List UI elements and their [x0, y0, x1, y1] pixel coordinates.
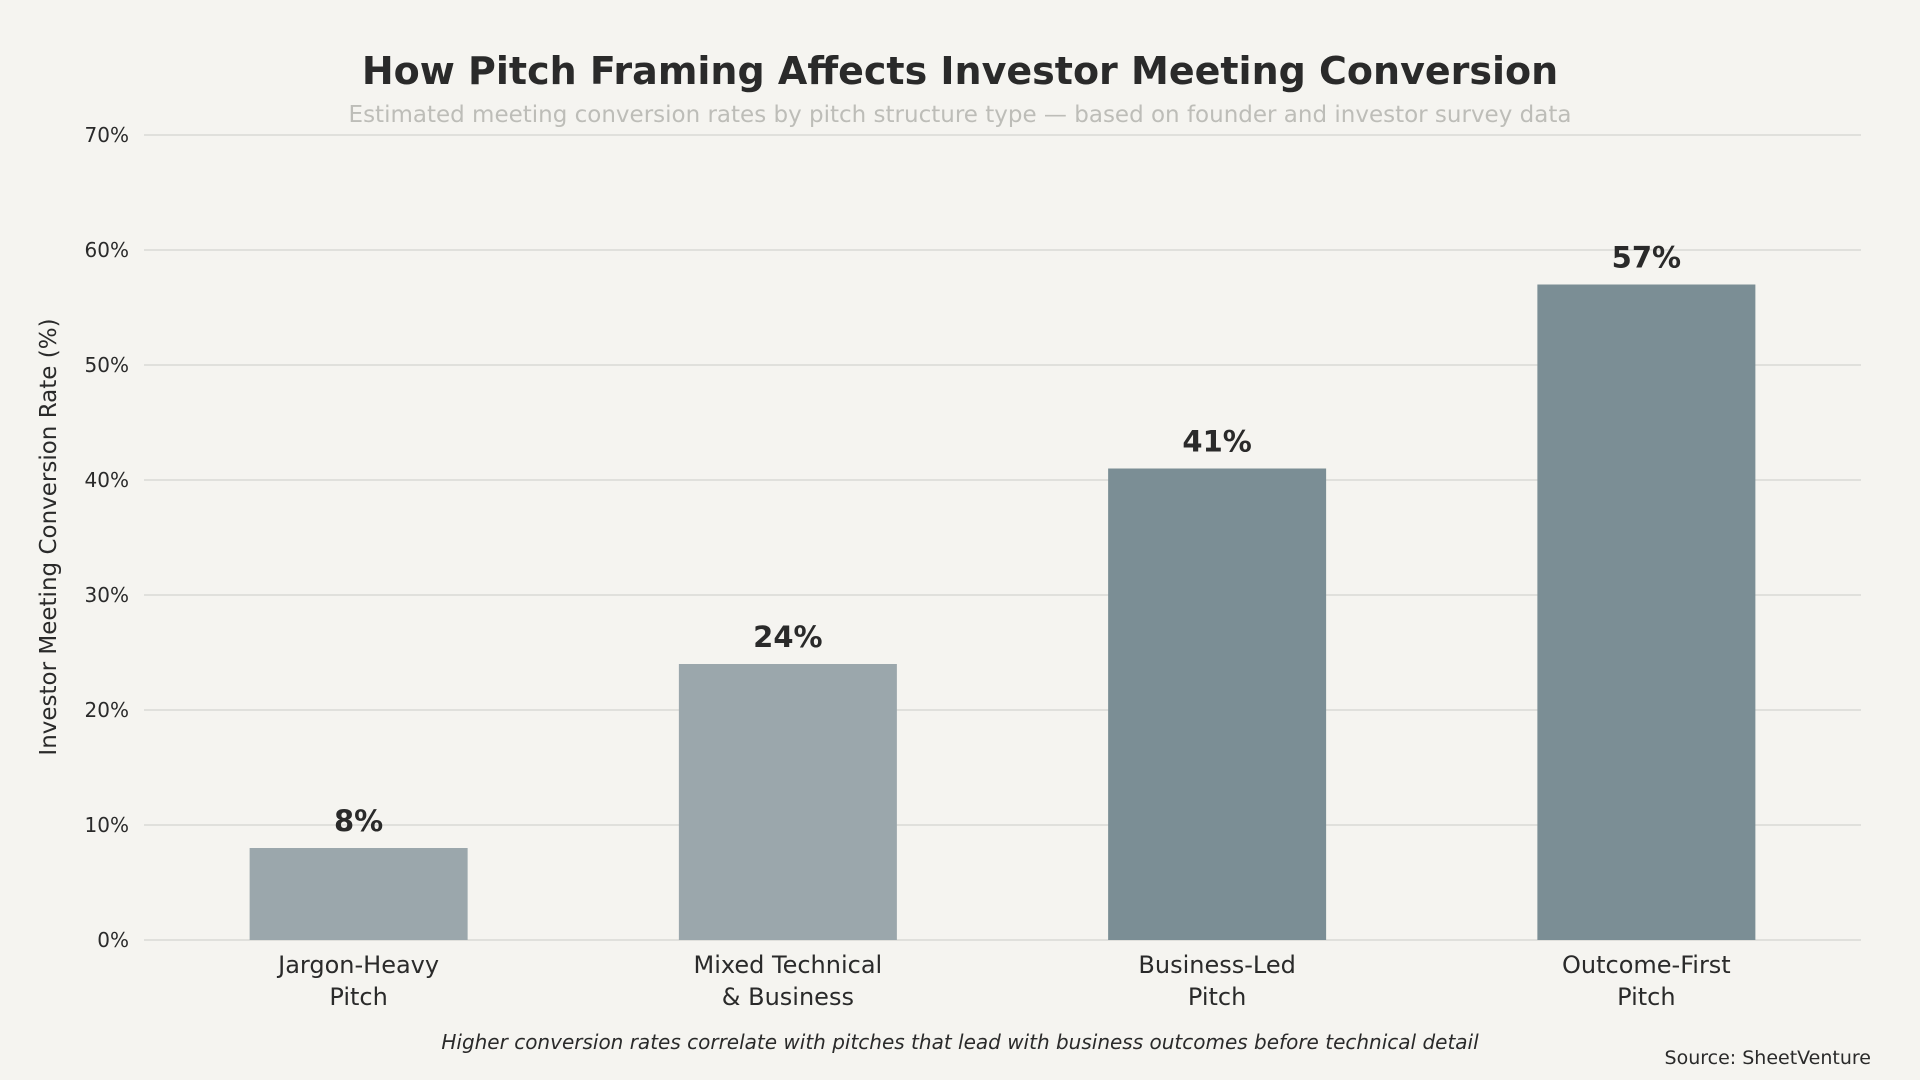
y-tick-label: 60% — [85, 238, 129, 262]
data-label: 8% — [334, 804, 383, 838]
chart-annotation: Higher conversion rates correlate with p… — [441, 1030, 1479, 1054]
y-tick-label: 40% — [85, 468, 129, 492]
y-tick-label: 30% — [85, 583, 129, 607]
data-label: 41% — [1182, 425, 1251, 459]
chart-source: Source: SheetVenture — [1665, 1047, 1871, 1069]
x-tick-label: & Business — [722, 983, 854, 1011]
x-tick-label: Pitch — [1617, 983, 1675, 1011]
y-tick-label: 10% — [85, 813, 129, 837]
x-tick-label: Pitch — [1188, 983, 1246, 1011]
bar — [249, 848, 468, 940]
x-tick-label: Pitch — [329, 983, 387, 1011]
x-tick-label: Outcome-First — [1562, 951, 1731, 979]
y-tick-label: 20% — [85, 698, 129, 722]
y-tick-label: 50% — [85, 353, 129, 377]
data-label: 24% — [753, 620, 822, 654]
y-axis-label: Investor Meeting Conversion Rate (%) — [36, 318, 62, 755]
bar — [678, 664, 897, 940]
bar — [1108, 468, 1327, 940]
chart-title: How Pitch Framing Affects Investor Meeti… — [362, 49, 1558, 93]
chart-subtitle: Estimated meeting conversion rates by pi… — [349, 102, 1572, 128]
y-tick-label: 70% — [85, 123, 129, 147]
data-label: 57% — [1612, 241, 1681, 275]
y-tick-label: 0% — [97, 928, 129, 952]
x-tick-label: Jargon-Heavy — [276, 951, 439, 979]
x-tick-label: Business-Led — [1138, 951, 1295, 979]
x-tick-label: Mixed Technical — [694, 951, 883, 979]
bar — [1537, 284, 1756, 940]
